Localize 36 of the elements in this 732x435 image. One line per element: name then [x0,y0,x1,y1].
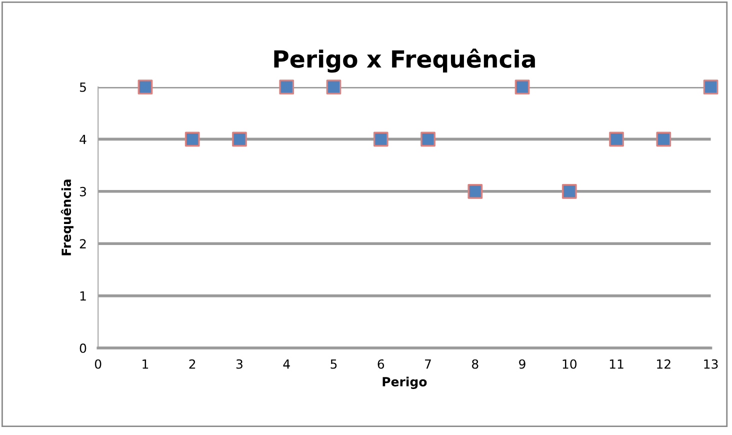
x-tick-label: 0 [94,359,102,369]
x-tick-label: 9 [519,359,526,369]
x-tick-label: 10 [562,359,577,369]
y-tick-label: 3 [80,186,86,196]
point [373,132,388,147]
x-tick-label: 7 [425,359,431,369]
point [279,80,294,94]
x-tick-label: 13 [704,359,718,369]
x-tick-label: 6 [378,359,384,369]
x-tick-label: 4 [283,359,290,369]
x-tick-label: 12 [657,359,670,369]
point [703,80,718,94]
y-tick-label: 4 [80,134,86,144]
x-axis-title: Perigo [382,376,427,389]
y-axis-title: Frequência [60,180,74,256]
x-tick-label: 3 [236,359,242,369]
x-tick-label: 8 [472,359,478,369]
point [656,132,672,147]
x-tick-label: 1 [142,359,148,369]
y-tick-label: 0 [80,343,86,353]
point [138,80,153,94]
point [562,184,577,199]
point [468,184,483,199]
point [326,80,342,94]
point [514,80,530,94]
x-tick-label: 5 [330,359,337,369]
y-tick-label: 2 [80,239,86,248]
point [420,132,436,147]
x-tick-label: 2 [189,359,196,369]
y-tick-label: 1 [80,291,86,301]
chart-title: Perigo x Frequência [274,48,535,73]
x-tick-label: 11 [610,359,624,369]
point [232,132,247,147]
y-tick-label: 5 [80,82,86,92]
point [184,132,200,147]
point [609,132,624,147]
